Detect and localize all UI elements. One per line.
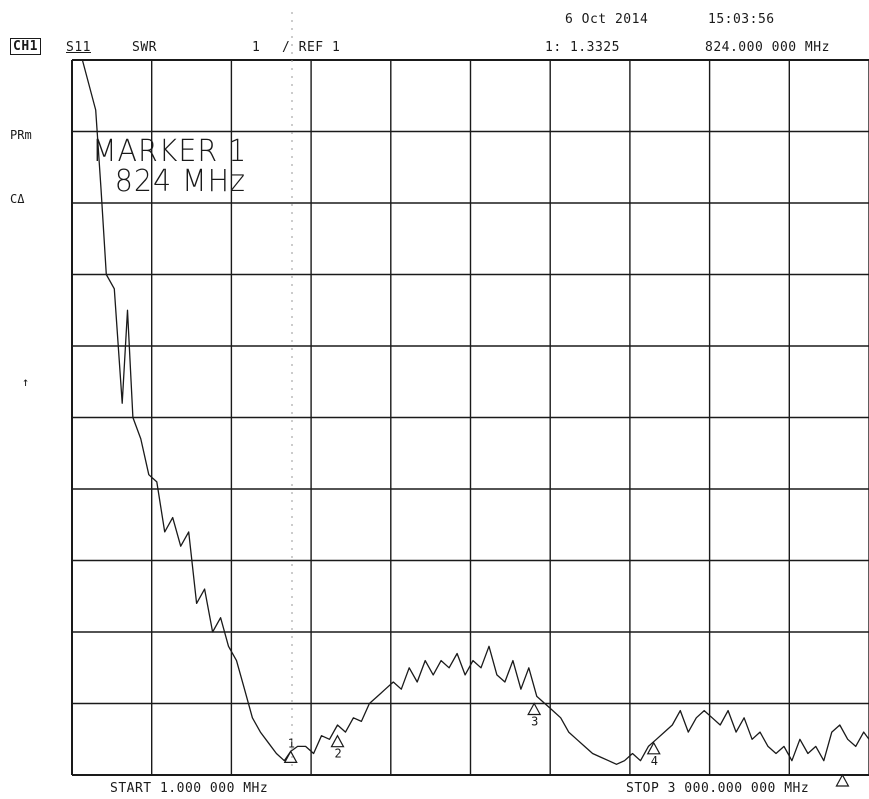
correction-label: CΔ	[10, 192, 25, 206]
stop-frequency: STOP 3 000.000 000 MHz	[626, 781, 810, 796]
up-arrow-icon: ↑	[22, 375, 30, 389]
marker-annotation-line2: 824 MHz	[114, 164, 246, 199]
marker-readout-frequency: 824.000 000 MHz	[705, 40, 830, 55]
marker-1-label: 1	[288, 736, 295, 750]
time: 15:03:56	[708, 12, 775, 27]
marker-2-triangle	[330, 734, 345, 748]
date: 6 Oct 2014	[565, 12, 649, 27]
plot-grid	[71, 59, 869, 776]
start-frequency: START 1.000 000 MHz	[110, 781, 269, 796]
prm-label: PRm	[10, 128, 32, 142]
channel-badge: CH1	[10, 38, 41, 55]
marker-group: 1 2 3 4	[283, 702, 850, 787]
marker-3-triangle	[527, 702, 542, 716]
marker-readout-value: 1: 1.3325	[545, 40, 620, 55]
marker-4-triangle	[646, 741, 661, 755]
swr-trace-line	[72, 59, 869, 765]
scale-value: 1	[252, 40, 261, 55]
marker-annotation: MARKER 1 824 MHz	[92, 137, 255, 197]
marker-2-label: 2	[334, 747, 341, 761]
marker-ref-triangle	[835, 773, 850, 787]
parameter-label: S11	[66, 40, 91, 55]
marker-annotation-line1: MARKER 1	[92, 134, 248, 169]
swr-trace-group	[72, 59, 869, 765]
marker-1-triangle	[283, 750, 298, 764]
reference-value: / REF 1	[282, 40, 341, 55]
format-label: SWR	[132, 40, 157, 55]
marker-4-label: 4	[651, 754, 658, 768]
marker-3-label: 3	[531, 715, 538, 729]
